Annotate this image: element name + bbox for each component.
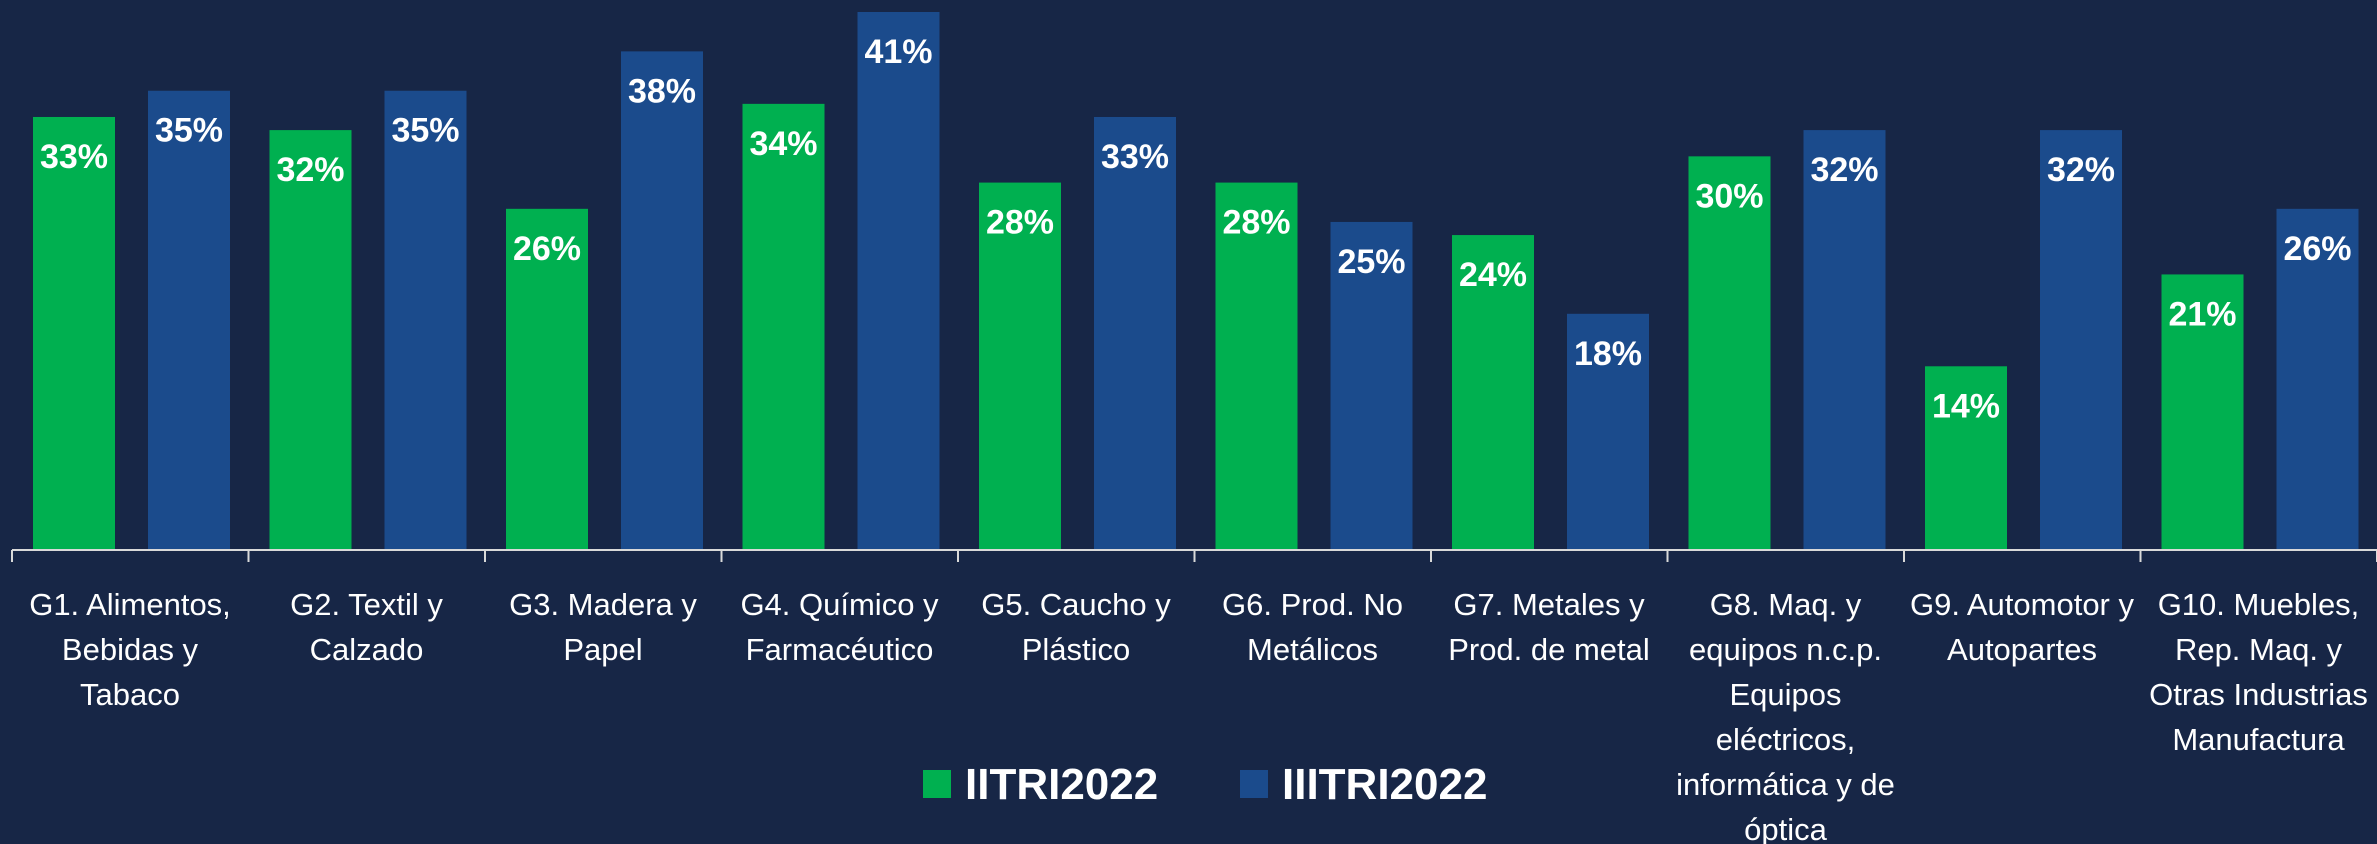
value-label: 41% (864, 33, 932, 71)
value-label: 34% (749, 125, 817, 163)
bar (979, 182, 1061, 550)
bar (1215, 182, 1298, 550)
value-label: 24% (1459, 256, 1527, 294)
value-label: 14% (1932, 387, 2000, 425)
bar (1452, 235, 1534, 550)
bar (269, 130, 352, 550)
value-label: 28% (1222, 204, 1290, 242)
x-tick-label: G2. Textil y Calzado (290, 587, 443, 667)
bar (857, 12, 940, 550)
value-label: 35% (155, 112, 223, 150)
value-label: 32% (1810, 151, 1878, 189)
bar (2161, 274, 2244, 550)
bar (742, 103, 825, 550)
value-label: 26% (513, 230, 581, 268)
value-label: 21% (2168, 295, 2236, 333)
legend-label: IITRI2022 (965, 760, 1158, 809)
value-label: 32% (2047, 151, 2115, 189)
value-label: 25% (1337, 243, 1405, 281)
bar (1688, 156, 1771, 550)
bar (2276, 208, 2359, 550)
bar (148, 90, 230, 551)
bar (621, 51, 703, 551)
value-label: 33% (1101, 138, 1169, 176)
value-label: 26% (2283, 230, 2351, 268)
bar (1094, 116, 1176, 550)
value-label: 32% (276, 151, 344, 189)
bar (2040, 130, 2122, 550)
value-label: 18% (1574, 335, 1642, 373)
x-tick-label: G6. Prod. No Metálicos (1222, 587, 1403, 667)
x-tick-label: G10. Muebles, Rep. Maq. y Otras Industri… (2149, 587, 2368, 757)
bar (1330, 221, 1413, 550)
bar (33, 116, 115, 550)
bar (384, 90, 467, 551)
legend-swatch (1240, 770, 1268, 798)
legend-swatch (923, 770, 951, 798)
bar (1567, 313, 1649, 550)
value-label: 33% (40, 138, 108, 176)
legend-label: IIITRI2022 (1282, 760, 1487, 809)
x-tick-label: G7. Metales y Prod. de metal (1448, 587, 1650, 667)
value-label: 35% (391, 112, 459, 150)
x-tick-label: G5. Caucho y Plástico (981, 587, 1171, 667)
value-label: 38% (628, 72, 696, 110)
x-tick-label: G9. Automotor y Autopartes (1910, 587, 2134, 667)
x-tick-label: G8. Maq. y equipos n.c.p. Equipos eléctr… (1676, 587, 1895, 844)
x-tick-label: G1. Alimentos, Bebidas y Tabaco (29, 587, 231, 712)
x-tick-label: G4. Químico y Farmacéutico (740, 587, 939, 667)
x-tick-label: G3. Madera y Papel (509, 587, 697, 667)
bar (1803, 130, 1886, 550)
value-label: 28% (986, 204, 1054, 242)
bar (1925, 366, 2007, 550)
bar (506, 208, 588, 550)
value-label: 30% (1695, 177, 1763, 215)
